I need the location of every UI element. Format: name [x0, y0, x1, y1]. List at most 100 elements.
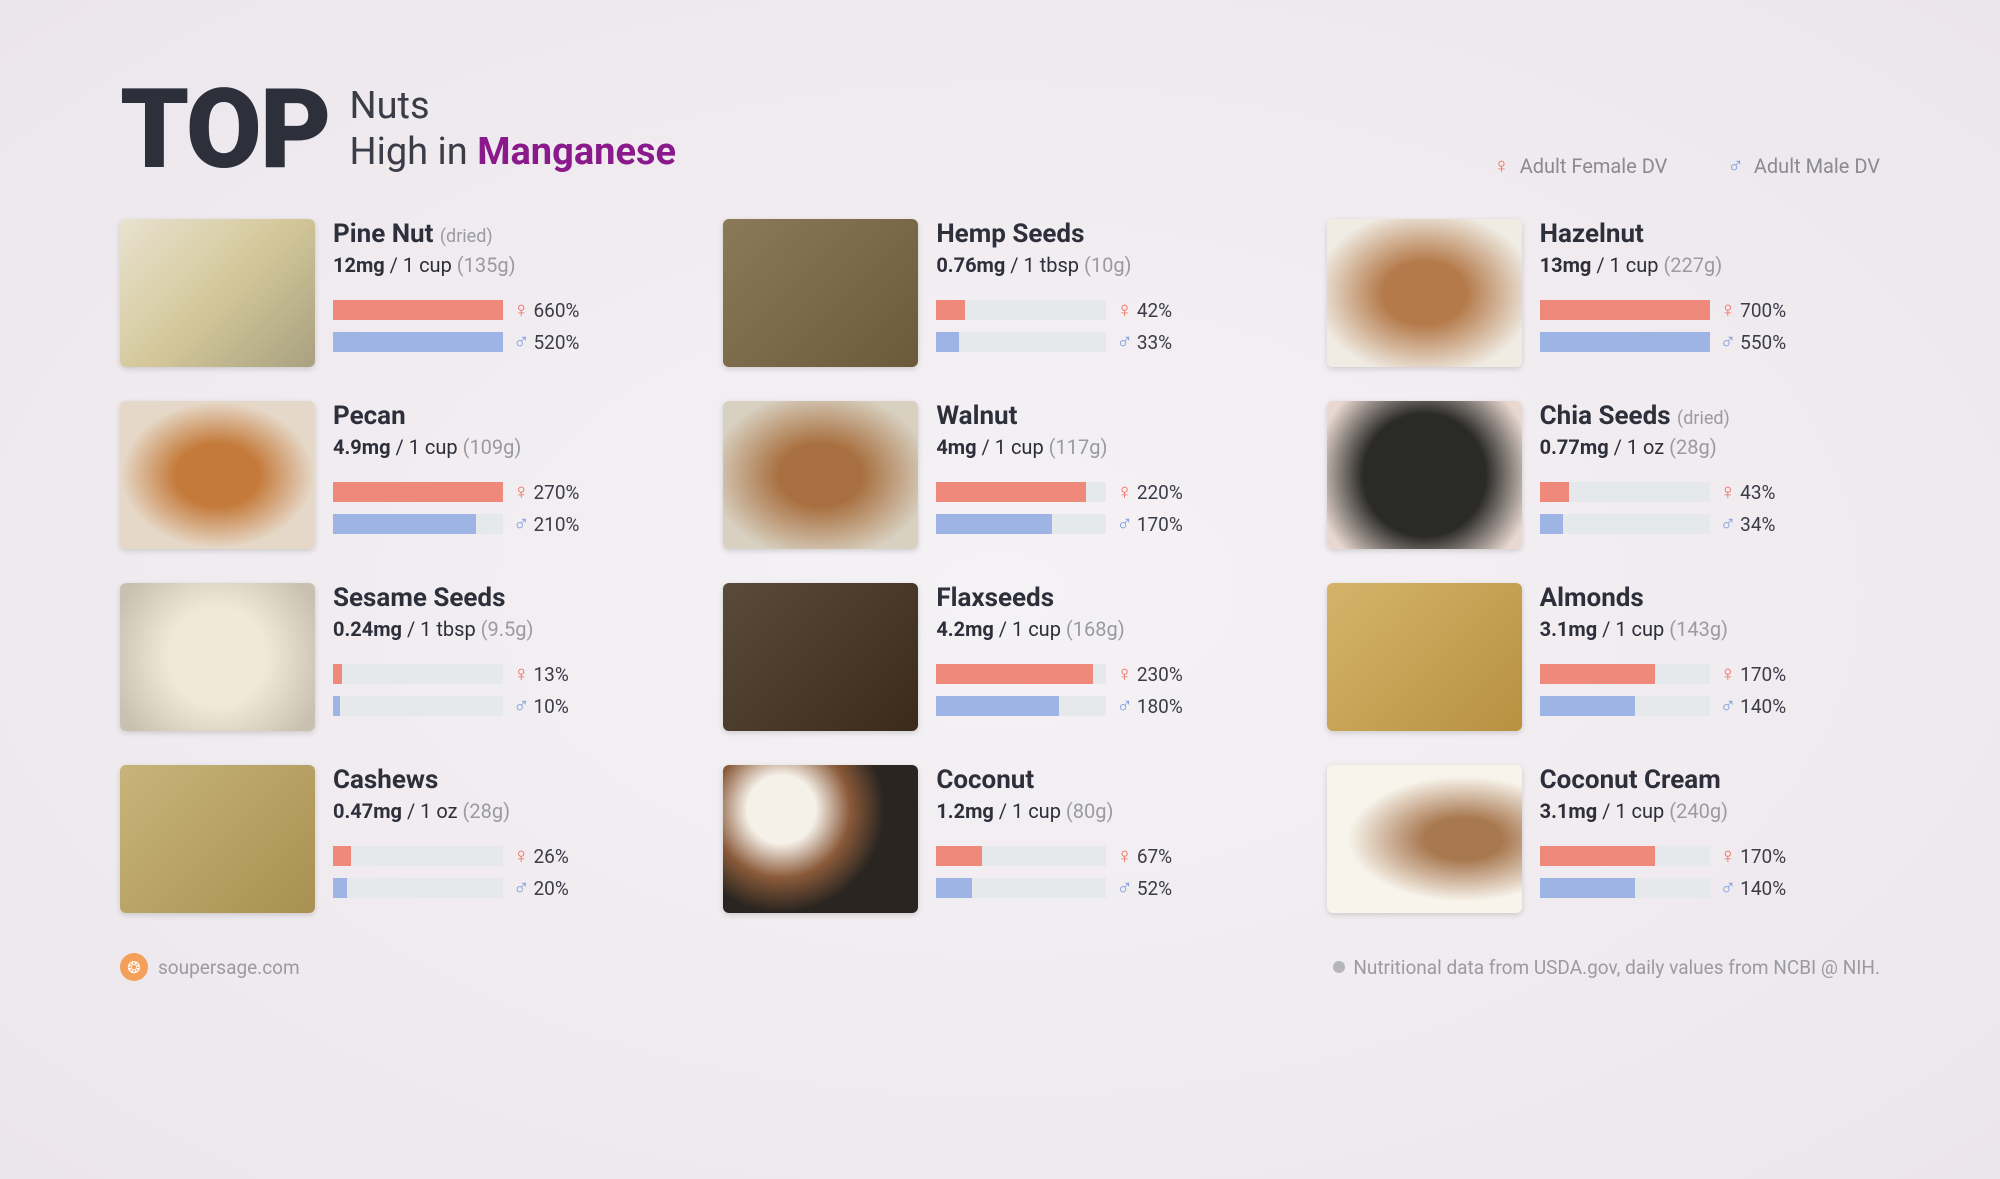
- female-pct: ♀230%: [1116, 661, 1182, 687]
- brand-text: soupersage.com: [158, 956, 300, 979]
- female-bar-fill: [1540, 482, 1569, 502]
- male-icon: ♂: [1116, 693, 1133, 719]
- item-name: Coconut Cream: [1540, 765, 1880, 795]
- item-serving: 1 cup: [403, 253, 452, 277]
- item-mg: 3.1mg: [1540, 799, 1598, 823]
- male-pct: ♂10%: [513, 693, 569, 719]
- male-pct: ♂140%: [1720, 875, 1786, 901]
- male-bar-fill: [333, 878, 347, 898]
- female-bar-fill: [333, 846, 351, 866]
- item-grams: (143g): [1669, 617, 1728, 641]
- bar-track: [1540, 696, 1710, 716]
- female-icon: ♀: [513, 297, 530, 323]
- item-mg: 4.2mg: [936, 617, 994, 641]
- female-bar-fill: [936, 846, 982, 866]
- item-serving: 1 oz: [420, 799, 457, 823]
- male-pct: ♂520%: [513, 329, 579, 355]
- item-name: Almonds: [1540, 583, 1880, 613]
- male-icon: ♂: [1720, 511, 1737, 537]
- female-pct-value: 170%: [1740, 663, 1786, 686]
- bar-track: [1540, 300, 1710, 320]
- item-thumbnail: [723, 583, 918, 731]
- footer: ❂ soupersage.com Nutritional data from U…: [120, 953, 1880, 981]
- item-info: Walnut 4mg / 1 cup (117g) ♀220% ♂170%: [936, 401, 1276, 549]
- item-amount: 4mg / 1 cup (117g): [936, 435, 1276, 459]
- item-mg: 0.47mg: [333, 799, 402, 823]
- male-pct: ♂20%: [513, 875, 569, 901]
- male-pct-value: 20%: [534, 877, 569, 900]
- bar-track: [333, 664, 503, 684]
- male-bar-fill: [936, 878, 971, 898]
- item-mg: 13mg: [1540, 253, 1592, 277]
- credit: Nutritional data from USDA.gov, daily va…: [1333, 956, 1880, 979]
- subtitle-prefix: High in: [350, 130, 478, 174]
- female-bar-fill: [333, 664, 342, 684]
- male-pct: ♂140%: [1720, 693, 1786, 719]
- item-amount: 0.47mg / 1 oz (28g): [333, 799, 673, 823]
- male-pct-value: 210%: [534, 513, 580, 536]
- item-info: Almonds 3.1mg / 1 cup (143g) ♀170% ♂140%: [1540, 583, 1880, 731]
- item-grams: (168g): [1066, 617, 1125, 641]
- item-thumbnail: [1327, 401, 1522, 549]
- item-amount: 12mg / 1 cup (135g): [333, 253, 673, 277]
- male-dv-row: ♂10%: [333, 693, 673, 719]
- item-serving: 1 cup: [409, 435, 458, 459]
- female-icon: ♀: [513, 843, 530, 869]
- item-grams: (80g): [1066, 799, 1114, 823]
- male-icon: ♂: [513, 693, 530, 719]
- male-bar-fill: [936, 514, 1052, 534]
- item-name: Hazelnut: [1540, 219, 1880, 249]
- female-icon: ♀: [1116, 297, 1133, 323]
- bar-track: [936, 514, 1106, 534]
- item-mg: 3.1mg: [1540, 617, 1598, 641]
- female-pct-value: 270%: [534, 481, 580, 504]
- female-dv-row: ♀13%: [333, 661, 673, 687]
- male-pct-value: 33%: [1137, 331, 1172, 354]
- bar-track: [333, 696, 503, 716]
- female-dv-row: ♀660%: [333, 297, 673, 323]
- male-bar-fill: [333, 332, 503, 352]
- item-thumbnail: [120, 765, 315, 913]
- female-bar-fill: [936, 300, 965, 320]
- item-serving: 1 cup: [1012, 617, 1061, 641]
- female-icon: ♀: [1720, 479, 1737, 505]
- item-info: Coconut 1.2mg / 1 cup (80g) ♀67% ♂52%: [936, 765, 1276, 913]
- legend-female-label: Adult Female DV: [1520, 154, 1668, 178]
- male-icon: ♂: [1116, 329, 1133, 355]
- male-pct: ♂210%: [513, 511, 579, 537]
- bar-track: [1540, 332, 1710, 352]
- item-serving: 1 cup: [1615, 617, 1664, 641]
- male-pct: ♂34%: [1720, 511, 1776, 537]
- subtitle-line2: High in Manganese: [350, 130, 677, 176]
- title-top: TOP: [120, 80, 330, 179]
- item-name: Flaxseeds: [936, 583, 1276, 613]
- female-icon: ♀: [513, 479, 530, 505]
- male-dv-row: ♂520%: [333, 329, 673, 355]
- items-grid: Pine Nut (dried) 12mg / 1 cup (135g) ♀66…: [120, 219, 1880, 913]
- item-thumbnail: [1327, 583, 1522, 731]
- bar-track: [936, 696, 1106, 716]
- male-dv-row: ♂34%: [1540, 511, 1880, 537]
- male-icon: ♂: [513, 329, 530, 355]
- female-dv-row: ♀43%: [1540, 479, 1880, 505]
- item-card: Pine Nut (dried) 12mg / 1 cup (135g) ♀66…: [120, 219, 673, 367]
- male-pct: ♂33%: [1116, 329, 1172, 355]
- female-icon: ♀: [1720, 297, 1737, 323]
- female-bar-fill: [333, 300, 503, 320]
- item-info: Chia Seeds (dried) 0.77mg / 1 oz (28g) ♀…: [1540, 401, 1880, 549]
- item-mg: 0.24mg: [333, 617, 402, 641]
- item-mg: 0.76mg: [936, 253, 1005, 277]
- female-pct-value: 170%: [1740, 845, 1786, 868]
- item-serving: 1 cup: [1615, 799, 1664, 823]
- male-icon: ♂: [513, 511, 530, 537]
- male-icon: ♂: [1727, 153, 1744, 179]
- female-pct: ♀270%: [513, 479, 579, 505]
- item-thumbnail: [723, 401, 918, 549]
- female-icon: ♀: [1116, 479, 1133, 505]
- bar-track: [1540, 846, 1710, 866]
- legend-male-label: Adult Male DV: [1754, 154, 1880, 178]
- item-card: Flaxseeds 4.2mg / 1 cup (168g) ♀230% ♂18…: [723, 583, 1276, 731]
- male-icon: ♂: [513, 875, 530, 901]
- female-bar-fill: [936, 664, 1092, 684]
- male-dv-row: ♂140%: [1540, 693, 1880, 719]
